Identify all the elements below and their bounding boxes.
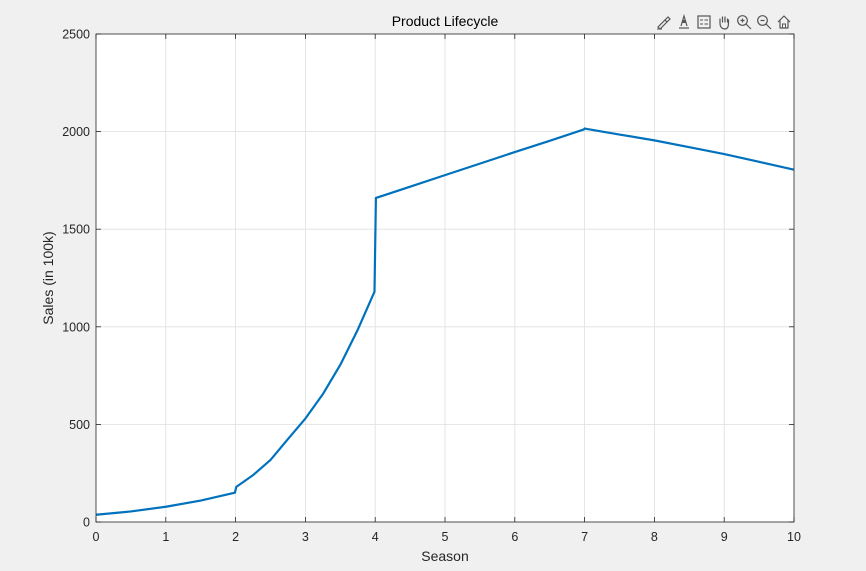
x-tick-label: 8 [651,530,658,544]
x-tick-label: 1 [162,530,169,544]
pan-icon[interactable] [714,12,733,32]
brush-icon[interactable] [654,12,673,32]
y-tick-label: 1500 [62,223,90,237]
axis-ticks: 0 1 2 3 4 5 6 7 8 9 10 0 500 1000 1500 2000 2500 [62,28,801,545]
grid-lines [96,34,794,522]
axes-toolbar [654,12,793,32]
x-tick-label: 9 [721,530,728,544]
legend-icon[interactable] [694,12,713,32]
data-tips-icon[interactable] [674,12,693,32]
x-tick-label: 6 [511,530,518,544]
x-tick-label: 5 [442,530,449,544]
y-tick-label: 500 [69,418,90,432]
x-tick-label: 10 [787,530,801,544]
x-axis-label: Season [421,548,468,564]
x-tick-label: 2 [232,530,239,544]
home-icon[interactable] [774,12,793,32]
zoom-out-icon[interactable] [754,12,773,32]
y-tick-label: 0 [83,516,90,530]
series-line [95,127,795,516]
y-axis-label: Sales (in 100k) [40,231,56,324]
x-tick-label: 0 [93,530,100,544]
x-tick-label: 7 [581,530,588,544]
y-tick-label: 1000 [62,320,90,334]
x-tick-label: 4 [372,530,379,544]
y-tick-label: 2000 [62,125,90,139]
zoom-in-icon[interactable] [734,12,753,32]
y-tick-label: 2500 [62,28,90,42]
chart-title: Product Lifecycle [392,13,499,29]
x-tick-label: 3 [302,530,309,544]
